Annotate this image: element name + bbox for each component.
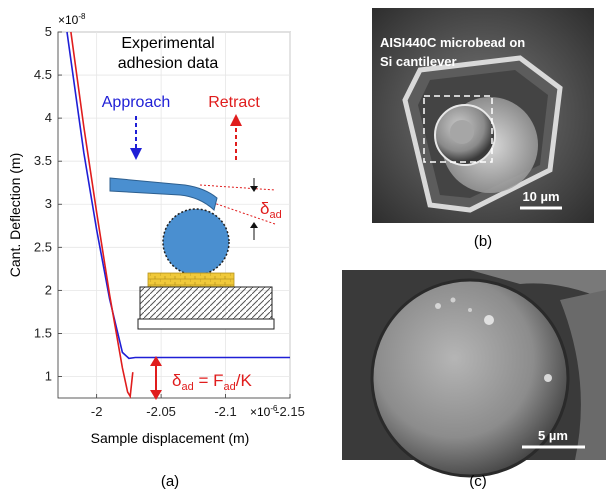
reference-line-upper — [199, 184, 276, 191]
sem-c-particle-5 — [544, 374, 552, 382]
caption-c: (c) — [469, 473, 487, 490]
y-tick-label: 4 — [45, 110, 52, 125]
deflection-arrowhead-top — [250, 186, 258, 192]
delta-ad-label: δad — [260, 199, 282, 221]
sample-layer — [147, 272, 235, 288]
sem-b-zoom-box — [423, 95, 493, 163]
microbead — [162, 208, 230, 276]
y-tick-label: 2 — [45, 282, 52, 297]
y-exponent: ×10-8 — [58, 12, 86, 27]
y-tick-label: 4.5 — [34, 67, 52, 82]
x-axis-label: Sample displacement (m) — [91, 430, 250, 446]
afm-schematic: δad — [109, 177, 282, 330]
y-axis: 1 1.5 2 2.5 3 3.5 4 4.5 5 — [34, 24, 62, 383]
series-group — [66, 31, 290, 399]
x-tick-label: -2 — [91, 404, 103, 419]
y-tick-label: 2.5 — [34, 239, 52, 254]
sem-b-bead-highlight — [450, 120, 474, 144]
caption-a: (a) — [161, 473, 179, 490]
retract-arrow-head — [230, 114, 242, 126]
y-axis-label: Cant. Deflection (m) — [7, 153, 23, 277]
adhesion-equation: δad = Fad/K — [172, 371, 252, 393]
sem-c-microbead — [372, 280, 568, 476]
sem-image-c: 5 µm — [342, 270, 606, 478]
cantilever — [109, 177, 218, 211]
deflection-arrowhead-bottom — [250, 222, 258, 228]
plot-area — [57, 31, 291, 399]
sample-base — [139, 286, 273, 320]
sem-c-particle-4 — [468, 308, 472, 312]
series-line-retract — [70, 31, 134, 399]
caption-b: (b) — [474, 233, 492, 250]
y-tick-label: 5 — [45, 24, 52, 39]
approach-label: Approach — [102, 94, 171, 111]
x-tick-label: -2.15 — [275, 404, 305, 419]
y-tick-label: 3 — [45, 196, 52, 211]
reference-line-lower — [204, 199, 276, 225]
sem-c-particle-3 — [450, 297, 456, 303]
chart-title-line-1: Experimental — [121, 35, 214, 52]
equation-arrowhead-up — [150, 356, 162, 366]
x-exponent: ×10-6 — [250, 404, 278, 419]
series-line-approach — [66, 31, 290, 360]
sem-c-scale-label: 5 µm — [538, 428, 568, 443]
deflection-chart: 1 1.5 2 2.5 3 3.5 4 4.5 5 -2 -2.05 -2.1 -2.15 ×10-8… — [7, 12, 305, 446]
grid — [58, 31, 291, 398]
y-tick-label: 1 — [45, 368, 52, 383]
sem-c-particle-1 — [484, 315, 494, 325]
retract-label: Retract — [208, 94, 260, 111]
sample-stage — [137, 318, 275, 330]
sem-c-bead-rim — [370, 278, 570, 478]
x-tick-label: -2.05 — [146, 404, 176, 419]
sem-image-b: 10 µm AISI440C microbead on Si cantileve… — [372, 8, 594, 223]
sem-c-top-edge — [342, 270, 606, 300]
equation-arrowhead-down — [150, 390, 162, 400]
y-tick-label: 1.5 — [34, 325, 52, 340]
chart-title-line-2: adhesion data — [118, 55, 219, 72]
sem-b-scale-label: 10 µm — [522, 189, 559, 204]
sem-b-title-line-1: AISI440C microbead on — [380, 35, 525, 50]
sem-c-particle-2 — [435, 303, 441, 309]
x-axis: -2 -2.05 -2.1 -2.15 — [91, 394, 305, 419]
y-tick-label: 3.5 — [34, 153, 52, 168]
sem-b-title-line-2: Si cantilever — [380, 54, 457, 69]
approach-arrow-head — [130, 148, 142, 160]
x-tick-label: -2.1 — [214, 404, 236, 419]
sem-c-right-edge — [560, 290, 606, 460]
